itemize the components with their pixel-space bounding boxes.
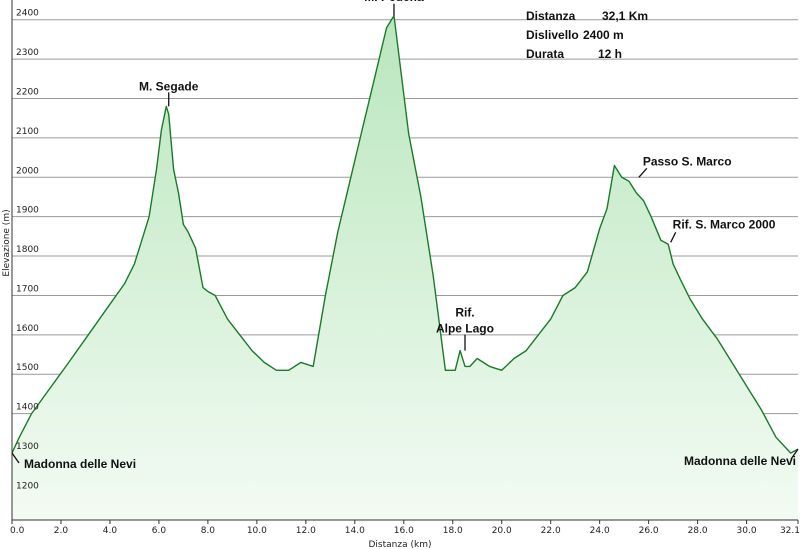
x-axis-label: Distanza (km) [369, 540, 432, 549]
stat-value: 32,1 Km [602, 9, 648, 23]
x-tick-label: 4.0 [103, 526, 118, 536]
x-tick-label: 8.0 [201, 526, 216, 536]
y-axis-label: Elevazione (m) [2, 209, 12, 276]
annotation-label: Alpe Lago [436, 322, 494, 336]
y-tick-label: 1900 [16, 206, 39, 216]
y-tick-label: 2400 [16, 9, 39, 19]
x-tick-label: 2.0 [54, 526, 69, 536]
annotation-leader [790, 448, 799, 460]
y-tick-label: 1800 [16, 245, 39, 255]
x-tick-label: 14.0 [345, 526, 365, 536]
x-tick-label: 20.0 [492, 526, 512, 536]
stat-value: 12 h [598, 47, 622, 61]
annotation-label: Passo S. Marco [643, 154, 732, 168]
x-tick-label: 26.0 [639, 526, 659, 536]
y-tick-label: 1500 [16, 363, 39, 373]
x-tick-label: 22.0 [541, 526, 561, 536]
x-tick-label: 10.0 [247, 526, 267, 536]
y-tick-label: 1300 [16, 442, 39, 452]
route-stats: Distanza 32,1 Km Dislivello 2400 m Durata 12 … [526, 9, 648, 61]
annotation-leader [11, 452, 20, 464]
x-tick-label: 30.0 [737, 526, 757, 536]
stat-label: Distanza [526, 9, 576, 23]
x-tick-label: 12.0 [296, 526, 316, 536]
elevation-line [11, 15, 799, 454]
x-tick-label: 18.0 [443, 526, 463, 536]
y-tick-labels: 1200 1300 1400 1500 1600 1700 1800 1900 2000 2100… [16, 9, 39, 492]
x-tick-label: 16.0 [394, 526, 414, 536]
x-tick-label: 28.0 [688, 526, 708, 536]
elevation-fill [12, 15, 798, 521]
stat-label: Durata [526, 47, 564, 61]
annotation-leader [638, 167, 648, 178]
annotation-leader [670, 231, 677, 243]
annotation-label: M. Segade [139, 79, 199, 93]
annotation-label: Rif. S. Marco 2000 [673, 217, 776, 231]
y-tick-label: 1600 [16, 324, 39, 334]
y-tick-label: 2200 [16, 87, 39, 97]
y-tick-label: 1400 [16, 403, 39, 413]
y-tick-label: 1200 [16, 481, 39, 491]
annotation-label: M. Pedena [364, 0, 424, 4]
axes [11, 0, 798, 521]
y-tick-label: 2100 [16, 127, 39, 137]
y-tick-label: 2300 [16, 48, 39, 58]
stat-value: 2400 m [583, 28, 624, 42]
x-tick-label: 24.0 [590, 526, 610, 536]
annotations: M. Segade M. Pedena Rif. Alpe Lago Passo S. … [11, 0, 799, 471]
annotation-label: Madonna delle Nevi [24, 457, 136, 471]
stat-label: Dislivello [526, 28, 579, 42]
annotation-label: Madonna delle Nevi [684, 454, 796, 468]
elevation-area [11, 15, 799, 521]
y-tick-label: 1700 [16, 284, 39, 294]
x-tick-label: 32.1 [780, 526, 800, 536]
y-tick-label: 2000 [16, 166, 39, 176]
annotation-label: Rif. [455, 306, 474, 320]
x-tick-label: 0.0 [10, 526, 25, 536]
x-tick-labels: 0.0 2.0 4.0 6.0 8.0 10.0 12.0 14.0 16.0 18.0 20.0 2… [10, 520, 800, 536]
x-tick-label: 6.0 [152, 526, 167, 536]
